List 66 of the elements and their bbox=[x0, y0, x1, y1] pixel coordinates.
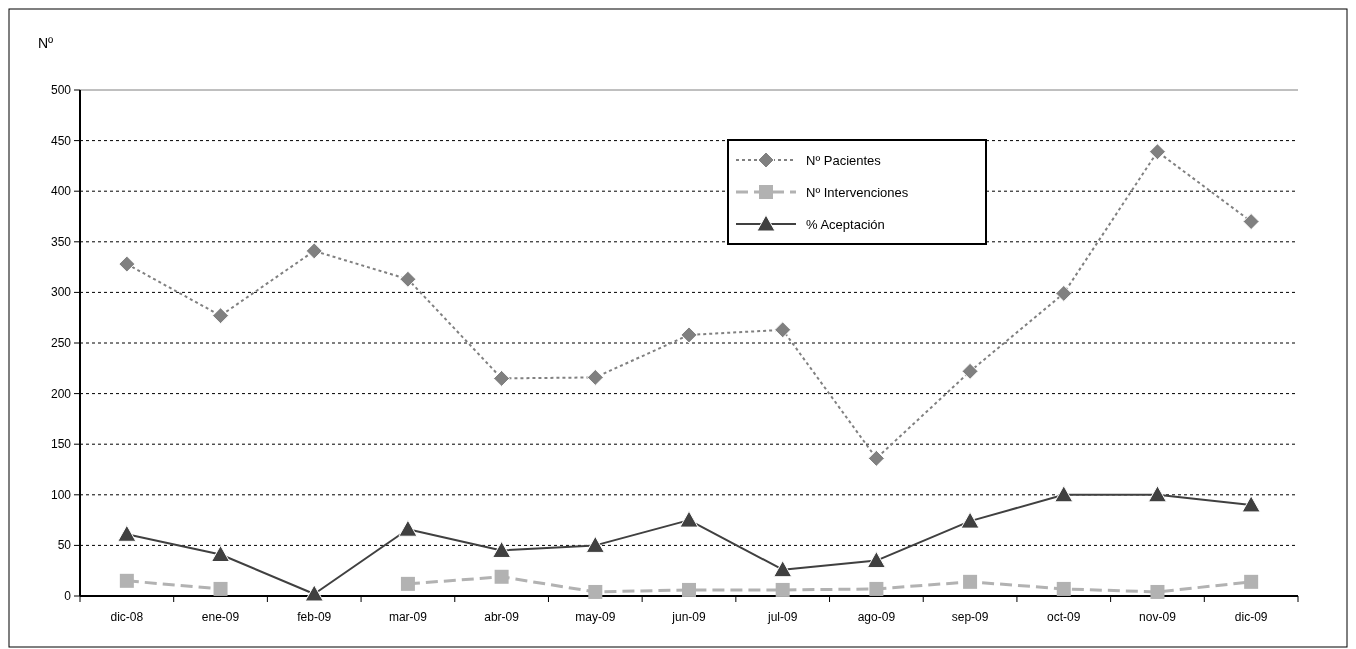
point bbox=[869, 581, 884, 596]
point bbox=[680, 326, 698, 344]
point bbox=[305, 242, 323, 260]
point bbox=[1054, 485, 1074, 503]
point bbox=[1147, 485, 1167, 503]
point bbox=[773, 560, 793, 578]
point bbox=[774, 321, 792, 339]
y-tick-label: 0 bbox=[64, 589, 72, 603]
point bbox=[118, 255, 136, 273]
point bbox=[1150, 584, 1165, 599]
point bbox=[1055, 284, 1073, 302]
point bbox=[960, 511, 980, 529]
y-tick-label: 300 bbox=[50, 285, 72, 300]
point bbox=[682, 582, 696, 597]
y-tick-label: 100 bbox=[50, 487, 72, 502]
x-tick-label: dic-09 bbox=[1234, 610, 1268, 624]
point bbox=[867, 449, 885, 467]
point bbox=[211, 545, 231, 563]
point bbox=[494, 569, 509, 584]
point bbox=[1056, 581, 1071, 596]
x-tick-label: nov-09 bbox=[1139, 610, 1177, 624]
x-tick-label: jun-09 bbox=[671, 610, 706, 624]
point bbox=[679, 510, 699, 528]
y-tick-label: 350 bbox=[50, 234, 72, 249]
point bbox=[399, 270, 417, 288]
x-tick-label: oct-09 bbox=[1047, 610, 1081, 624]
legend-label: Nº Intervenciones bbox=[806, 185, 909, 200]
point bbox=[119, 573, 134, 588]
point bbox=[585, 535, 605, 553]
y-tick-label: 400 bbox=[50, 184, 72, 199]
x-tick-label: may-09 bbox=[575, 610, 616, 624]
x-tick-label: mar-09 bbox=[388, 610, 428, 624]
y-axis-title: Nº bbox=[38, 35, 54, 51]
point bbox=[961, 362, 979, 380]
y-tick-label: 200 bbox=[50, 386, 72, 401]
x-tick-label: jul-09 bbox=[767, 610, 798, 624]
x-tick-label: feb-09 bbox=[297, 610, 332, 624]
point bbox=[212, 307, 230, 325]
point bbox=[398, 519, 418, 537]
point bbox=[866, 551, 886, 569]
legend-label: % Aceptación bbox=[806, 217, 885, 232]
point bbox=[213, 581, 228, 596]
point bbox=[586, 368, 604, 386]
y-tick-label: 150 bbox=[50, 437, 72, 452]
point bbox=[1148, 143, 1166, 161]
point bbox=[1244, 574, 1259, 589]
point bbox=[117, 524, 137, 542]
y-tick-label: 500 bbox=[50, 83, 72, 97]
x-tick-label: dic-08 bbox=[110, 610, 144, 624]
point bbox=[963, 574, 978, 589]
y-tick-label: 450 bbox=[50, 133, 72, 148]
point bbox=[588, 584, 603, 599]
point bbox=[1242, 213, 1260, 231]
x-tick-label: ene-09 bbox=[201, 610, 240, 624]
point bbox=[775, 582, 790, 597]
legend-label: Nº Pacientes bbox=[806, 153, 882, 168]
x-tick-label: abr-09 bbox=[484, 610, 520, 624]
point bbox=[1241, 495, 1261, 513]
x-tick-label: ago-09 bbox=[857, 610, 896, 624]
y-tick-label: 50 bbox=[57, 538, 72, 553]
y-tick-label: 250 bbox=[50, 336, 72, 350]
point bbox=[304, 584, 324, 602]
point bbox=[493, 369, 511, 387]
x-tick-label: sep-09 bbox=[951, 610, 989, 624]
point bbox=[400, 576, 415, 591]
point bbox=[492, 540, 512, 558]
